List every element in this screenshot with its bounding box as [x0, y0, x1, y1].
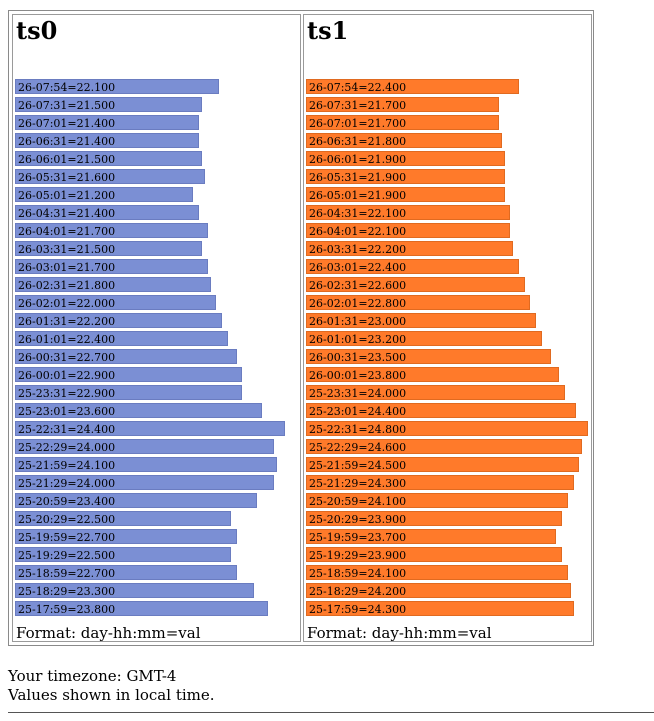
ts0-bar: 26-03:01=21.700 — [15, 259, 208, 274]
ts0-bar: 26-07:01=21.400 — [15, 115, 199, 130]
ts1-bar: 26-01:01=23.200 — [306, 331, 542, 346]
ts1-bar: 25-20:29=23.900 — [306, 511, 562, 526]
ts0-format-note: Format: day-hh:mm=val — [16, 624, 201, 642]
ts0-bar: 25-18:59=22.700 — [15, 565, 237, 580]
ts0-bar: 26-05:31=21.600 — [15, 169, 205, 184]
local-time-note: Values shown in local time. — [8, 686, 215, 704]
ts0-bar: 26-00:01=22.900 — [15, 367, 242, 382]
ts1-bar: 25-20:59=24.100 — [306, 493, 568, 508]
ts0-bar: 26-02:01=22.000 — [15, 295, 216, 310]
ts1-bar: 25-18:59=24.100 — [306, 565, 568, 580]
ts0-bar: 26-04:01=21.700 — [15, 223, 208, 238]
ts1-bar: 26-04:31=22.100 — [306, 205, 510, 220]
ts0-bar: 26-06:31=21.400 — [15, 133, 199, 148]
ts1-bar: 26-04:01=22.100 — [306, 223, 510, 238]
ts1-bar: 25-22:29=24.600 — [306, 439, 582, 454]
ts1-bar: 26-07:54=22.400 — [306, 79, 519, 94]
ts0-bar: 25-19:59=22.700 — [15, 529, 237, 544]
ts1-bar: 25-23:31=24.000 — [306, 385, 565, 400]
ts1-bar: 26-02:01=22.800 — [306, 295, 530, 310]
ts1-bar: 26-06:01=21.900 — [306, 151, 505, 166]
ts1-title: ts1 — [307, 16, 349, 45]
ts0-bar: 26-01:01=22.400 — [15, 331, 228, 346]
ts1-bars: 26-07:54=22.400 26-07:31=21.700 26-07:01=2… — [304, 67, 591, 616]
ts1-bar: 26-06:31=21.800 — [306, 133, 502, 148]
ts0-bar: 25-17:59=23.800 — [15, 601, 268, 616]
ts0-bar: 25-23:31=22.900 — [15, 385, 242, 400]
ts0-bar: 26-05:01=21.200 — [15, 187, 193, 202]
timezone-text: Your timezone: GMT-4 — [8, 667, 177, 685]
ts0-bar: 25-20:29=22.500 — [15, 511, 231, 526]
ts0-bar: 26-07:31=21.500 — [15, 97, 202, 112]
ts0-bar: 26-04:31=21.400 — [15, 205, 199, 220]
ts1-bar: 26-03:01=22.400 — [306, 259, 519, 274]
ts0-bars: 26-07:54=22.100 26-07:31=21.500 26-07:01=2… — [13, 67, 300, 616]
ts0-bar: 25-20:59=23.400 — [15, 493, 257, 508]
ts1-bar: 26-07:01=21.700 — [306, 115, 499, 130]
ts0-bar: 26-01:31=22.200 — [15, 313, 222, 328]
ts0-bar: 25-22:31=24.400 — [15, 421, 285, 436]
ts0-bar: 25-23:01=23.600 — [15, 403, 262, 418]
ts1-bar: 26-03:31=22.200 — [306, 241, 513, 256]
ts1-bar: 26-02:31=22.600 — [306, 277, 525, 292]
ts1-bar: 26-00:01=23.800 — [306, 367, 559, 382]
ts1-bar: 26-07:31=21.700 — [306, 97, 499, 112]
horizontal-rule — [8, 712, 654, 713]
ts1-bar: 26-05:31=21.900 — [306, 169, 505, 184]
ts1-bar: 26-00:31=23.500 — [306, 349, 551, 364]
ts0-panel: ts0 26-07:54=22.100 26-07:31=21.500 26-07:… — [12, 14, 301, 642]
ts1-bar: 26-01:31=23.000 — [306, 313, 536, 328]
ts0-bar: 26-00:31=22.700 — [15, 349, 237, 364]
ts0-bar: 25-19:29=22.500 — [15, 547, 231, 562]
ts1-bar: 25-23:01=24.400 — [306, 403, 576, 418]
ts1-bar: 25-19:29=23.900 — [306, 547, 562, 562]
ts0-bar: 25-18:29=23.300 — [15, 583, 254, 598]
ts1-bar: 25-17:59=24.300 — [306, 601, 574, 616]
ts1-bar: 25-21:59=24.500 — [306, 457, 579, 472]
ts1-format-note: Format: day-hh:mm=val — [307, 624, 492, 642]
ts0-bar: 25-22:29=24.000 — [15, 439, 274, 454]
ts0-bar: 25-21:29=24.000 — [15, 475, 274, 490]
ts1-panel: ts1 26-07:54=22.400 26-07:31=21.700 26-07:… — [303, 14, 592, 642]
ts0-bar: 26-02:31=21.800 — [15, 277, 211, 292]
ts1-bar: 26-05:01=21.900 — [306, 187, 505, 202]
ts0-bar: 25-21:59=24.100 — [15, 457, 277, 472]
ts0-bar: 26-06:01=21.500 — [15, 151, 202, 166]
ts0-title: ts0 — [16, 16, 58, 45]
ts1-bar: 25-21:29=24.300 — [306, 475, 574, 490]
ts0-bar: 26-03:31=21.500 — [15, 241, 202, 256]
ts0-bar: 26-07:54=22.100 — [15, 79, 219, 94]
ts1-bar: 25-19:59=23.700 — [306, 529, 556, 544]
ts1-bar: 25-18:29=24.200 — [306, 583, 571, 598]
ts1-bar: 25-22:31=24.800 — [306, 421, 588, 436]
charts-table: ts0 26-07:54=22.100 26-07:31=21.500 26-07:… — [8, 10, 594, 646]
